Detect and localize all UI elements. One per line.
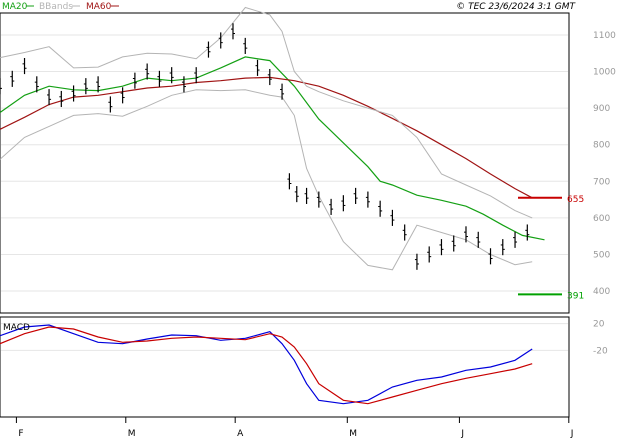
x-tick-label: J <box>570 429 574 439</box>
macd-panel-title: MACD <box>3 323 30 333</box>
price-panel-frame <box>0 12 570 314</box>
macd-series-group <box>0 324 533 405</box>
y-tick-label: 500 <box>593 250 610 260</box>
legend-ma20: MA20 <box>2 2 28 12</box>
ma60-line <box>0 76 533 199</box>
level-annotations: 655 391 <box>518 195 584 301</box>
price-grid <box>1 34 568 292</box>
y-tick-label: 600 <box>593 214 610 224</box>
bbands-line <box>0 6 533 219</box>
y-tick-label: 1000 <box>593 68 616 78</box>
x-tick-label: M <box>128 429 136 439</box>
legend-bbands: BBands <box>39 2 73 12</box>
bbands-line <box>0 89 533 271</box>
y-tick-label: -20 <box>593 346 608 356</box>
macd-panel-frame <box>0 316 570 418</box>
macd-line <box>0 324 533 405</box>
x-tick-label: A <box>237 429 244 439</box>
level-label: 391 <box>567 291 584 301</box>
x-tick-label: J <box>460 429 464 439</box>
y-tick-labels: 400 500 600 700 800 900 1000 1100 20 -20 <box>593 31 616 356</box>
x-tick-label: M <box>349 429 357 439</box>
y-tick-label: 1100 <box>593 31 616 41</box>
level-label: 655 <box>567 195 584 205</box>
y-tick-label: 800 <box>593 141 610 151</box>
y-tick-label: 700 <box>593 177 610 187</box>
y-tick-label: 400 <box>593 287 610 297</box>
legend-ma60: MA60 <box>86 2 112 12</box>
price-series-group <box>0 6 545 271</box>
ma20-line <box>0 56 545 241</box>
copyright-text: © TEC 23/6/2024 3:1 GMT <box>456 2 576 12</box>
y-tick-label: 20 <box>593 320 605 330</box>
macd-signal-line <box>0 326 533 405</box>
macd-grid <box>1 323 568 351</box>
x-tick-label: F <box>18 429 23 439</box>
y-tick-label: 900 <box>593 104 610 114</box>
price-bars <box>0 23 530 270</box>
